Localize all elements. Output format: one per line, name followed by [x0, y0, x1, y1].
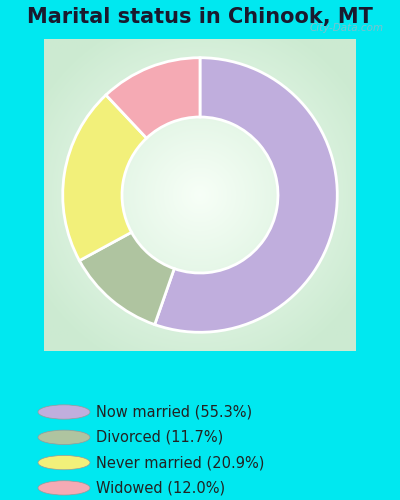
Wedge shape	[155, 58, 337, 332]
Text: Widowed (12.0%): Widowed (12.0%)	[96, 480, 225, 496]
Text: Marital status in Chinook, MT: Marital status in Chinook, MT	[27, 8, 373, 28]
Wedge shape	[63, 95, 146, 260]
Wedge shape	[80, 232, 174, 324]
Text: Divorced (11.7%): Divorced (11.7%)	[96, 430, 223, 445]
Text: Never married (20.9%): Never married (20.9%)	[96, 455, 264, 470]
Circle shape	[38, 481, 90, 495]
Circle shape	[38, 405, 90, 419]
Circle shape	[38, 456, 90, 470]
Circle shape	[38, 430, 90, 444]
Text: Now married (55.3%): Now married (55.3%)	[96, 404, 252, 419]
Text: City-Data.com: City-Data.com	[309, 24, 383, 34]
Wedge shape	[106, 58, 200, 138]
